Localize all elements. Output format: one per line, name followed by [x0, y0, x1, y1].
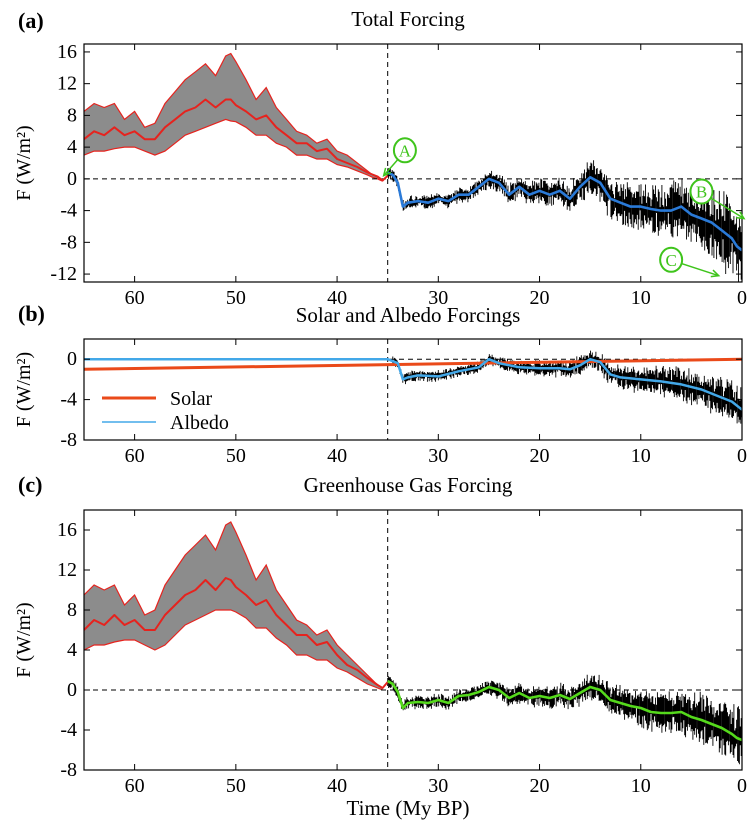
plot-area: [84, 44, 742, 282]
uncertainty-band: [84, 53, 383, 182]
annotation-label: B: [696, 183, 707, 202]
x-tick-label: 20: [530, 287, 550, 309]
y-tick-label: -8: [60, 759, 77, 781]
annotation-arrowhead: [735, 211, 746, 220]
x-tick-label: 0: [737, 445, 747, 467]
panel-solar-albedo: 60 50 40 30 20 10 0 0 -4 -8 Solar and Albedo Forci…: [13, 301, 747, 467]
y-tick-label: -4: [60, 719, 77, 741]
series-line-median: [84, 98, 389, 182]
y-tick-label: 0: [67, 348, 77, 370]
series-line-fit: [387, 679, 742, 742]
y-tick-label: 8: [67, 104, 77, 126]
x-tick-label: 40: [327, 775, 347, 797]
x-tick-label: 60: [125, 775, 145, 797]
x-tick-label: 60: [125, 287, 145, 309]
series-line-median: [84, 577, 389, 689]
y-tick-label: 4: [67, 136, 77, 158]
annotation-label: C: [665, 251, 676, 270]
band-upper-line: [84, 521, 383, 689]
y-axis-label: F (W/m²): [13, 602, 35, 677]
y-tick-label: -8: [60, 231, 77, 253]
x-tick-label: 20: [530, 445, 550, 467]
x-tick-label: 20: [530, 775, 550, 797]
annotation-a: A: [382, 137, 417, 178]
annotation-c: C: [659, 246, 721, 278]
y-axis-label: F (W/m²): [13, 125, 35, 200]
panel-title: Solar and Albedo Forcings: [296, 303, 521, 327]
annotation-arrowhead: [710, 269, 721, 278]
panel-title: Total Forcing: [351, 7, 465, 31]
plot-frame: [83, 43, 743, 283]
y-tick-label: 12: [57, 559, 77, 581]
data-noise-cloud: [387, 674, 742, 765]
x-tick-label: 60: [125, 445, 145, 467]
panel-label: (c): [18, 472, 42, 497]
annotation-arrowhead: [382, 167, 392, 178]
legend-label-albedo: Albedo: [170, 412, 229, 434]
annotation-arrow: [681, 262, 719, 277]
x-tick-label: 30: [428, 445, 448, 467]
x-axis-label: Time (My BP): [347, 796, 470, 820]
x-tick-label: 0: [737, 775, 747, 797]
y-tick-label: -4: [60, 200, 77, 222]
x-tick-label: 40: [327, 445, 347, 467]
y-tick-label: 4: [67, 639, 77, 661]
y-tick-label: -8: [60, 429, 77, 451]
x-tick-label: 50: [226, 287, 246, 309]
plot-area: [84, 339, 742, 440]
x-tick-label: 10: [631, 775, 651, 797]
series-line-albedo: [84, 357, 742, 411]
panel-title: Greenhouse Gas Forcing: [304, 473, 513, 497]
annotation-arrow: [383, 159, 399, 177]
uncertainty-band: [84, 522, 383, 690]
y-axis-label: F (W/m²): [13, 352, 35, 427]
y-tick-label: 0: [67, 679, 77, 701]
annotation-label: A: [399, 141, 412, 160]
band-lower-line: [84, 609, 383, 691]
y-tick-label: 0: [67, 168, 77, 190]
y-tick-label: -4: [60, 389, 77, 411]
annotation-circle: [659, 246, 684, 273]
legend-background: [94, 384, 244, 434]
x-tick-label: 50: [226, 775, 246, 797]
x-tick-label: 10: [631, 445, 651, 467]
x-tick-label: 30: [428, 775, 448, 797]
x-tick-label: 40: [327, 287, 347, 309]
plot-frame: [83, 509, 743, 771]
plot-frame: [83, 338, 743, 441]
legend-label-solar: Solar: [170, 388, 213, 410]
y-tick-label: 16: [57, 519, 77, 541]
y-tick-label: 12: [57, 73, 77, 95]
series-line-solar: [84, 357, 742, 371]
panel-label: (a): [18, 8, 44, 33]
annotation-arrow: [710, 197, 745, 220]
y-tick-label: 8: [67, 599, 77, 621]
x-tick-label: 50: [226, 445, 246, 467]
y-tick-label: 16: [57, 41, 77, 63]
band-lower-line: [84, 118, 383, 182]
x-tick-label: 10: [631, 287, 651, 309]
plot-area: [84, 510, 742, 770]
series-line-fit: [387, 171, 742, 252]
annotation-b: B: [689, 178, 746, 220]
panel-label: (b): [18, 301, 45, 326]
y-tick-label: -12: [50, 263, 77, 285]
x-tick-label: 0: [737, 287, 747, 309]
band-upper-line: [84, 52, 383, 181]
annotation-circle: [392, 137, 417, 164]
x-tick-label: 30: [428, 287, 448, 309]
annotation-circle: [689, 178, 714, 205]
